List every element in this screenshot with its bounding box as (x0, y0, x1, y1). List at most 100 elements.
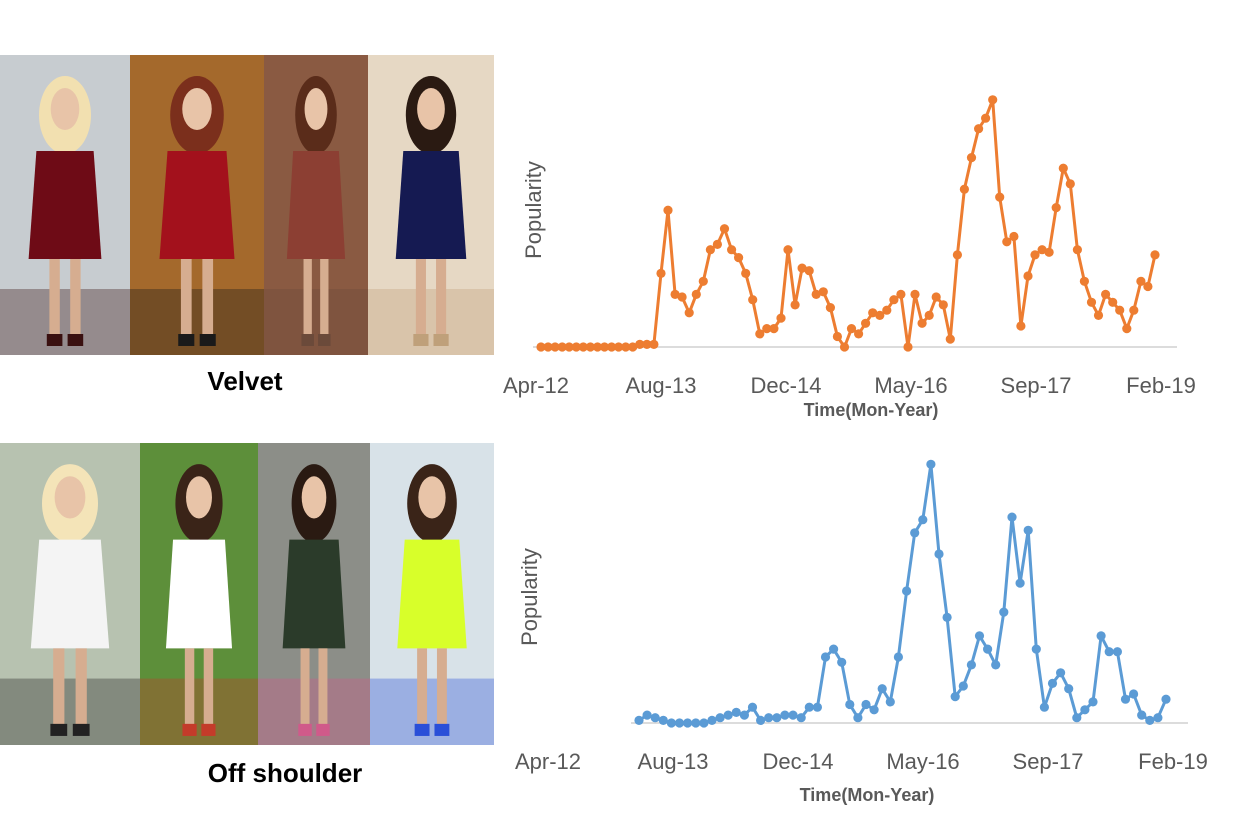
offshoulder-data-point (837, 657, 847, 667)
velvet-data-point (854, 329, 864, 339)
velvet-data-point (952, 250, 962, 260)
offshoulder-photo-3 (258, 443, 370, 745)
velvet-y-axis-label: Popularity (521, 161, 546, 259)
offshoulder-data-point (893, 652, 903, 662)
velvet-data-point (868, 308, 878, 318)
offshoulder-data-point (1137, 710, 1147, 720)
velvet-tick-label: Aug-13 (626, 373, 697, 398)
velvet-data-point (1016, 321, 1026, 331)
offshoulder-data-point (1104, 647, 1114, 657)
velvet-data-point (755, 329, 765, 339)
velvet-data-point (832, 331, 842, 342)
offshoulder-data-point (966, 660, 976, 670)
velvet-data-point (811, 289, 821, 299)
velvet-data-point (536, 342, 546, 352)
offshoulder-series-line (638, 462, 1168, 725)
velvet-photo-4 (368, 55, 494, 355)
offshoulder-data-point (788, 710, 798, 720)
offshoulder-data-point (999, 607, 1009, 617)
offshoulder-tick-label: Sep-17 (1013, 749, 1084, 774)
velvet-data-point (564, 342, 574, 352)
velvet-data-point (734, 253, 744, 263)
offshoulder-data-point (910, 528, 920, 538)
velvet-data-point (649, 339, 659, 349)
offshoulder-y-axis-label: Popularity (517, 548, 542, 646)
offshoulder-data-point (707, 715, 717, 725)
velvet-photo-1 (0, 55, 130, 355)
offshoulder-data-point (958, 681, 968, 691)
offshoulder-data-point (1112, 647, 1122, 657)
velvet-data-point (974, 124, 984, 134)
velvet-data-point (557, 342, 567, 352)
velvet-data-point (677, 292, 687, 302)
velvet-data-point (635, 339, 645, 349)
velvet-data-point (571, 342, 581, 352)
offshoulder-data-point (974, 631, 985, 641)
offshoulder-data-point (1064, 684, 1074, 694)
velvet-tick-label: May-16 (874, 373, 947, 398)
offshoulder-data-point (772, 713, 782, 723)
velvet-data-point (790, 300, 800, 310)
velvet-data-point (578, 342, 588, 352)
velvet-data-point (1065, 179, 1075, 189)
offshoulder-data-point (1007, 512, 1017, 522)
velvet-data-point (995, 192, 1005, 202)
velvet-data-point (1023, 271, 1033, 281)
velvet-data-point (910, 289, 920, 299)
offshoulder-data-point (869, 705, 879, 715)
velvet-data-point (783, 245, 793, 255)
offshoulder-data-point (845, 699, 855, 710)
offshoulder-data-point (1088, 697, 1098, 707)
offshoulder-data-point (934, 549, 944, 559)
velvet-data-point (804, 266, 814, 276)
velvet-data-point (1037, 245, 1047, 255)
velvet-popularity-chart: Apr-12 Aug-13 Dec-14 May-16 Sep-17 Feb-19 Time… (503, 95, 1196, 420)
offshoulder-photo-2 (140, 443, 258, 745)
offshoulder-data-point (715, 713, 725, 723)
velvet-data-point (712, 239, 722, 249)
offshoulder-data-point (885, 697, 895, 707)
velvet-data-point (903, 342, 913, 352)
offshoulder-photo-1 (0, 443, 140, 745)
offshoulder-data-point (1153, 713, 1163, 723)
offshoulder-data-point (642, 710, 652, 720)
velvet-data-point (599, 342, 610, 352)
offshoulder-data-point (650, 713, 660, 723)
velvet-data-point (896, 289, 906, 299)
offshoulder-data-point (1056, 668, 1066, 678)
offshoulder-data-point (983, 644, 993, 654)
offshoulder-photo-4 (370, 443, 494, 745)
offshoulder-data-point (877, 684, 887, 694)
velvet-data-point (1136, 276, 1146, 286)
velvet-data-point (966, 153, 977, 163)
velvet-data-point (839, 342, 850, 352)
offshoulder-data-point (731, 707, 741, 717)
offshoulder-photo-strip (0, 443, 494, 745)
velvet-data-point (1122, 324, 1132, 334)
velvet-data-point (825, 303, 835, 313)
offshoulder-data-point (674, 718, 685, 728)
offshoulder-tick-label: Aug-13 (638, 749, 709, 774)
velvet-data-point (543, 342, 553, 352)
offshoulder-data-point (683, 718, 693, 728)
velvet-data-point (861, 318, 871, 328)
velvet-data-point (1129, 305, 1139, 315)
offshoulder-data-point (1161, 694, 1171, 704)
velvet-data-point (1002, 237, 1012, 247)
velvet-data-point (797, 263, 807, 273)
offshoulder-data-point (1096, 631, 1106, 641)
offshoulder-data-point (747, 702, 758, 712)
velvet-photo-3 (264, 55, 368, 355)
offshoulder-data-point (1015, 578, 1025, 588)
velvet-data-point (719, 224, 730, 234)
velvet-caption: Velvet (207, 366, 283, 396)
velvet-data-point (727, 245, 737, 255)
offshoulder-data-point (756, 715, 766, 725)
offshoulder-data-point (820, 652, 831, 662)
velvet-data-point (1101, 289, 1111, 299)
velvet-data-point (762, 324, 772, 334)
offshoulder-data-point (1120, 694, 1131, 704)
offshoulder-data-point (812, 702, 822, 712)
velvet-photo-2 (130, 55, 264, 355)
velvet-data-point (1009, 231, 1019, 242)
